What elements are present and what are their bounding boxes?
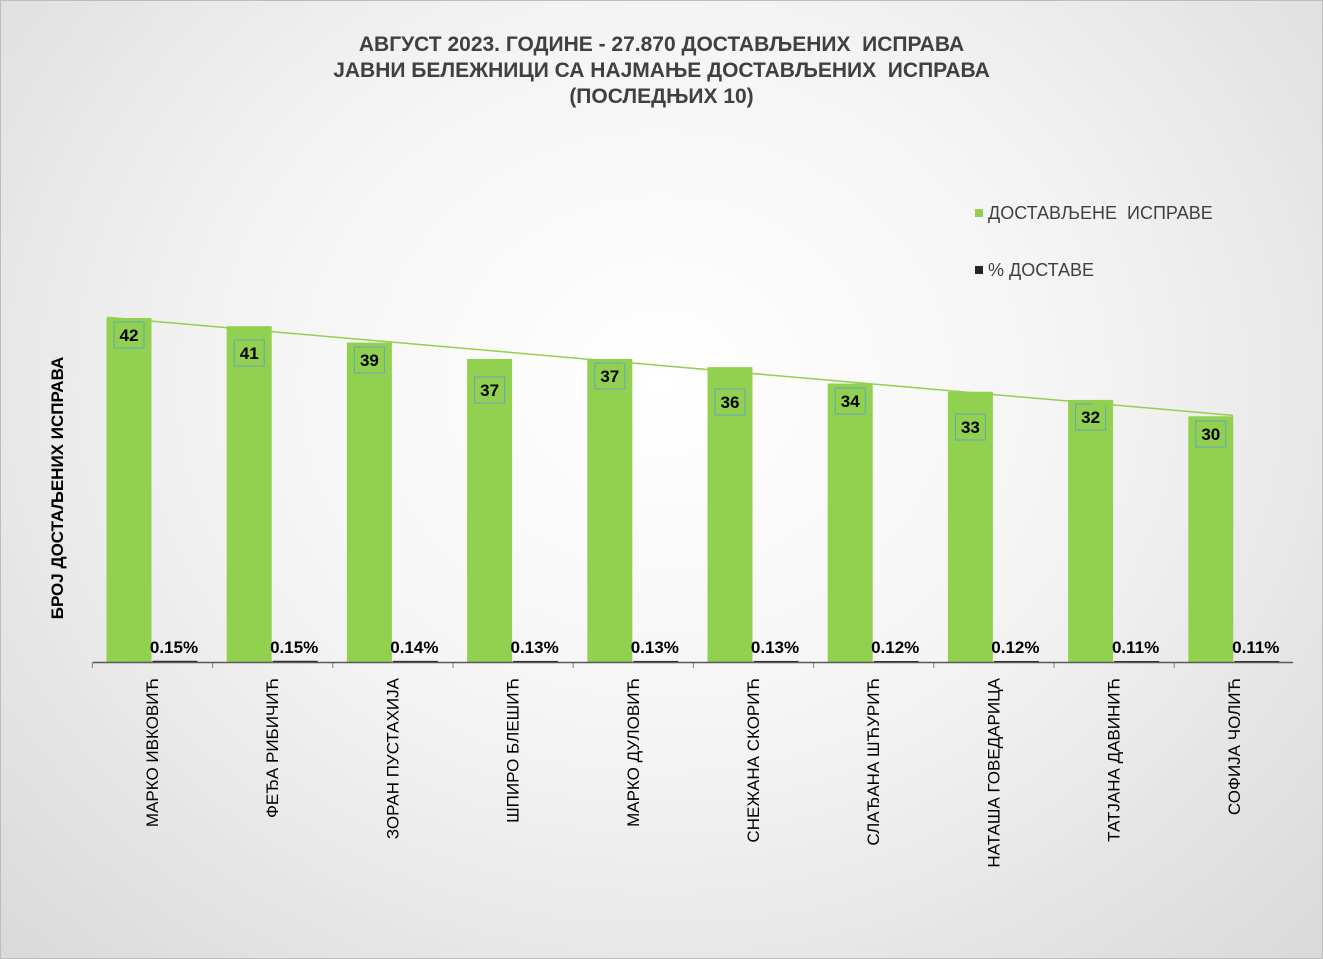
bar-label-box-8	[954, 413, 986, 441]
bar-delivered-6	[707, 367, 753, 662]
x-tick-label-6: СНЕЖАНА СКОРИЋ	[744, 678, 763, 843]
bar-label-delivered-2: 41	[240, 344, 259, 363]
bar-label-percent-3: 0.14%	[390, 638, 438, 657]
chart-title-line-3: (ПОСЛЕДЊИХ 10)	[569, 85, 754, 108]
bar-label-delivered-1: 42	[120, 326, 139, 345]
bar-label-box-2	[233, 339, 265, 367]
bar-delivered-5	[587, 358, 633, 662]
x-tick-label-7: СЛАЂАНА ШЋУРИЋ	[864, 678, 883, 846]
bar-label-delivered-6: 36	[721, 393, 740, 412]
bar-label-percent-5: 0.13%	[631, 638, 679, 657]
bar-delivered-1	[106, 318, 152, 662]
x-tick-label-1: МАРКО ИВКОВИЋ	[143, 678, 162, 827]
legend-item-delivered: ДОСТАВЉЕНЕ ИСПРАВЕ	[975, 200, 1213, 226]
bar-percent-4	[513, 660, 559, 662]
bar-percent-10	[1234, 661, 1280, 662]
bar-label-delivered-3: 39	[360, 351, 379, 370]
bar-delivered-9	[1068, 399, 1114, 662]
bar-delivered-10	[1188, 416, 1234, 662]
legend-swatch-percent	[975, 266, 983, 274]
legend-label-percent: % ДОСТАВЕ	[988, 259, 1095, 280]
chart-legend: ДОСТАВЉЕНЕ ИСПРАВЕ % ДОСТАВЕ	[975, 200, 1213, 314]
bar-percent-5	[633, 660, 679, 662]
x-tick-label-9: ТАТЈАНА ДАВИНИЋ	[1105, 678, 1124, 842]
chart-title-line-1: АВГУСТ 2023. ГОДИНЕ - 27.870 ДОСТАВЉЕНИХ…	[358, 33, 965, 56]
trendline	[106, 316, 1233, 417]
bar-percent-6	[753, 660, 799, 662]
x-tick-label-5: МАРКО ДУЛОВИЋ	[624, 678, 643, 827]
bar-label-percent-6: 0.13%	[751, 638, 799, 657]
bar-label-delivered-4: 37	[480, 381, 499, 400]
bar-label-box-3	[353, 346, 385, 374]
x-tick-label-3: ЗОРАН ПУСТАХИЈА	[383, 677, 402, 839]
bar-label-box-9	[1075, 403, 1107, 431]
bar-label-percent-4: 0.13%	[510, 638, 558, 657]
bar-label-percent-10: 0.11%	[1232, 638, 1279, 657]
bar-label-box-10	[1195, 420, 1227, 448]
bar-label-delivered-9: 32	[1081, 408, 1100, 427]
bar-label-box-5	[594, 362, 626, 390]
x-tick-label-4: ШПИРО БЛЕШИЋ	[504, 678, 523, 823]
chart-title-line-2: ЈАВНИ БЕЛЕЖНИЦИ СА НАЈМАЊЕ ДОСТАВЉЕНИХ И…	[333, 59, 990, 82]
bar-delivered-4	[467, 358, 513, 662]
bar-label-delivered-8: 33	[961, 418, 980, 437]
bar-percent-9	[1114, 661, 1160, 662]
bar-label-box-6	[714, 388, 746, 416]
x-tick-label-2: ФЕЂА РИБИЧИЋ	[263, 678, 282, 818]
bar-label-box-7	[834, 387, 866, 415]
legend-label-delivered: ДОСТАВЉЕНЕ ИСПРАВЕ	[988, 202, 1213, 223]
bar-label-percent-9: 0.11%	[1112, 638, 1159, 657]
bar-percent-8	[993, 661, 1039, 662]
bar-label-percent-1: 0.15%	[150, 638, 198, 657]
bar-label-delivered-5: 37	[600, 367, 619, 386]
legend-swatch-delivered	[975, 209, 983, 217]
bar-label-delivered-7: 34	[841, 392, 860, 411]
bar-label-delivered-10: 30	[1201, 425, 1220, 444]
bar-label-percent-8: 0.12%	[991, 638, 1039, 657]
bar-percent-3	[392, 660, 438, 662]
bar-percent-7	[873, 661, 919, 662]
bar-delivered-2	[226, 326, 272, 662]
chart-title: АВГУСТ 2023. ГОДИНЕ - 27.870 ДОСТАВЉЕНИХ…	[0, 32, 1323, 110]
bar-label-box-4	[474, 376, 506, 404]
bar-label-percent-7: 0.12%	[871, 638, 919, 657]
bar-delivered-3	[346, 342, 392, 662]
legend-item-percent: % ДОСТАВЕ	[975, 257, 1213, 283]
x-tick-label-10: СОФИЈА ЧОЛИЋ	[1225, 678, 1244, 815]
bar-percent-2	[272, 660, 318, 662]
x-tick-label-8: НАТАША ГОВЕДАРИЦА	[984, 677, 1003, 867]
bar-percent-1	[152, 660, 198, 662]
bar-label-box-1	[113, 321, 145, 349]
bar-delivered-7	[827, 383, 873, 662]
bar-label-percent-2: 0.15%	[270, 638, 318, 657]
